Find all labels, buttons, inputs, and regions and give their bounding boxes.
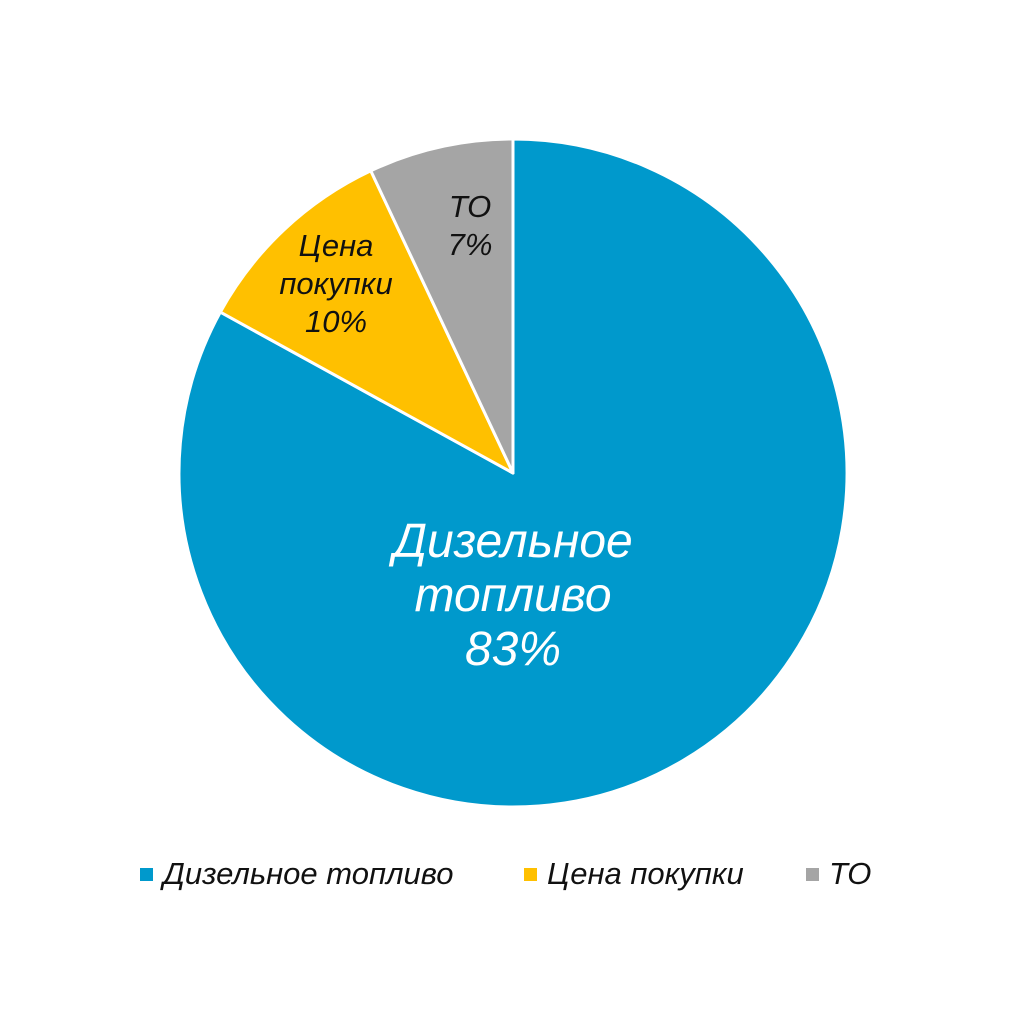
data-label-purchase-price-value: 10% [304, 304, 368, 339]
legend-label-maintenance: ТО [829, 856, 872, 891]
chart-legend: Дизельное топливо Цена покупки ТО [0, 852, 1024, 896]
pie-slice-purchase-price [218, 169, 515, 475]
legend-label-purchase-price: Цена покупки [547, 856, 744, 891]
pie-slice-maintenance [369, 137, 515, 475]
data-label-diesel-line-2: топливо [414, 569, 612, 622]
data-label-maintenance-line-1: ТО [448, 189, 492, 224]
data-label-diesel: Дизельное топливо 83% [393, 515, 632, 677]
data-label-diesel-line-1: Дизельное [393, 515, 633, 568]
legend-swatch-maintenance-icon [806, 867, 819, 881]
legend-swatch-purchase-price-icon [524, 867, 537, 881]
data-label-purchase-price: Цена покупки 10% [279, 227, 392, 341]
legend-label-diesel: Дизельное топливо [163, 856, 454, 891]
data-label-diesel-value: 83% [464, 623, 562, 676]
data-label-maintenance-value: 7% [447, 227, 493, 262]
legend-item-purchase-price: Цена покупки [524, 852, 744, 896]
legend-item-diesel: Дизельное топливо [140, 852, 454, 896]
data-label-purchase-price-line-2: покупки [279, 266, 393, 301]
data-label-purchase-price-line-1: Цена [298, 228, 374, 263]
data-label-maintenance: ТО 7% [448, 188, 493, 264]
legend-swatch-diesel-icon [140, 867, 153, 881]
legend-item-maintenance: ТО [806, 852, 871, 896]
